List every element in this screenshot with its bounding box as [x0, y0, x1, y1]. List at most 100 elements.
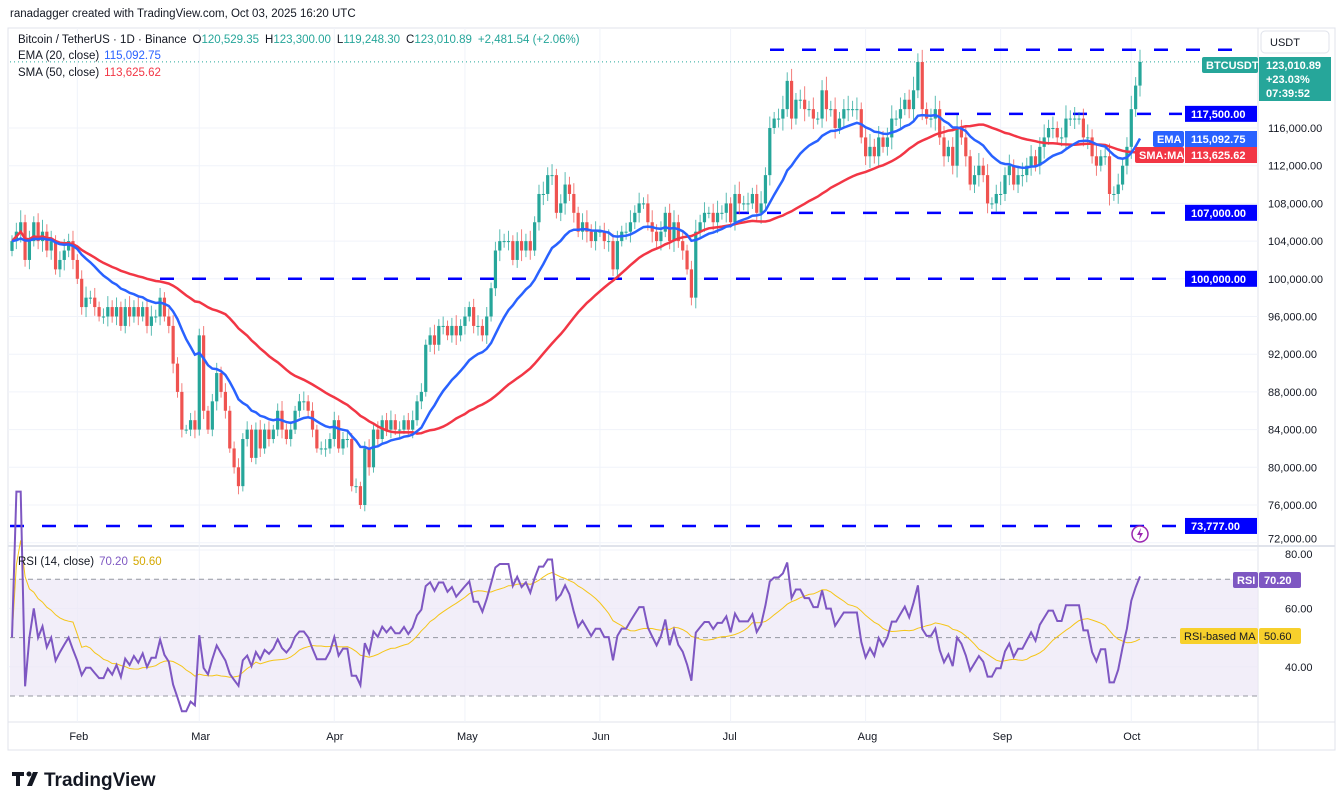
candle-body	[145, 307, 149, 326]
candle-body	[702, 212, 707, 223]
candle-body	[393, 420, 397, 430]
candle-body	[955, 128, 959, 166]
candle-body	[546, 175, 550, 194]
candle-body	[533, 222, 537, 251]
candle-body	[924, 109, 929, 119]
candle-body	[589, 231, 593, 242]
rsi-name-text: RSI	[1237, 575, 1255, 587]
symbol-tag	[1202, 57, 1258, 73]
candle-body	[837, 118, 842, 128]
level-tag	[1185, 517, 1257, 534]
currency-button[interactable]	[1260, 30, 1330, 54]
candle-body	[232, 448, 236, 468]
candle-body	[114, 307, 119, 317]
candle-body	[659, 231, 663, 242]
candle-body	[720, 212, 724, 214]
legend-symbol: Bitcoin / TetherUS · 1D · Binance O120,52…	[18, 34, 580, 46]
candle-body	[615, 241, 619, 270]
lightning-icon[interactable]	[1131, 525, 1149, 543]
candle-body	[228, 410, 232, 449]
price-tick: 104,000.00	[1268, 236, 1323, 248]
moving-averages	[11, 113, 1142, 451]
candle-body	[367, 448, 371, 468]
time-tick: Aug	[858, 731, 878, 743]
level-tag-text: 107,000.00	[1191, 208, 1246, 220]
rsi-tick: 60.00	[1285, 603, 1313, 615]
candle-body	[106, 307, 110, 317]
candle-body	[524, 241, 528, 251]
candle-body	[49, 241, 53, 251]
rsi-tick: 40.00	[1285, 662, 1313, 674]
candle-body	[302, 401, 306, 403]
time-tick: Mar	[191, 731, 210, 743]
candle-body	[219, 373, 223, 392]
legend-ema[interactable]: EMA (20, close) 115,092.75	[18, 50, 161, 62]
candle-body	[676, 222, 680, 242]
candle-body	[154, 316, 158, 318]
candle-body	[141, 307, 145, 317]
price-tick: 100,000.00	[1268, 274, 1323, 286]
candle-body	[1007, 165, 1011, 176]
legend-sma[interactable]: SMA (50, close) 113,625.62	[18, 67, 161, 79]
candle-body	[350, 439, 354, 487]
sma-value-text: 113,625.62	[1191, 150, 1245, 162]
candle-body	[598, 231, 602, 233]
candle-body	[472, 307, 476, 326]
level-tag	[1185, 204, 1257, 221]
rsi-band	[10, 578, 1258, 697]
price-axis[interactable]: 72,000.00 76,000.00 80,000.00 84,000.00 88,0…	[1268, 123, 1323, 674]
candle-body	[663, 212, 667, 232]
candle-body	[101, 316, 106, 318]
candle-body	[1051, 128, 1055, 129]
chart-frame	[7, 27, 1336, 751]
candle-body	[977, 165, 981, 176]
bar-countdown: 07:39:52	[1266, 88, 1310, 100]
candle-body	[88, 297, 92, 299]
price-tick: 84,000.00	[1268, 425, 1317, 437]
candle-body	[454, 325, 458, 336]
candle-body	[785, 80, 789, 110]
candle-body	[768, 128, 772, 176]
candle-body	[432, 335, 437, 345]
candle-body	[611, 241, 615, 270]
last-price-tag	[1259, 57, 1331, 101]
tradingview-logo[interactable]: TradingView	[12, 770, 156, 791]
candle-body	[458, 325, 463, 336]
candle-body	[985, 175, 990, 204]
time-axis[interactable]: Feb Mar Apr May Jun Jul Aug Sep Oct	[69, 731, 1140, 743]
candle-body	[537, 193, 541, 223]
candle-body	[123, 307, 127, 326]
candle-body	[424, 344, 428, 392]
candle-body	[567, 184, 572, 194]
candle-body	[990, 203, 994, 205]
candle-body	[972, 175, 977, 185]
candle-body	[628, 222, 633, 232]
candle-body	[1099, 156, 1103, 166]
symbol-tag-text: BTCUSDT	[1206, 60, 1259, 72]
candle-body	[323, 448, 328, 450]
candle-body	[1003, 175, 1007, 194]
candle-body	[258, 429, 262, 449]
time-tick: Jun	[592, 731, 610, 743]
tradingview-logo-icon	[12, 772, 24, 786]
candle-body	[53, 241, 58, 270]
candle-body	[511, 241, 515, 260]
candle-body	[803, 99, 807, 110]
candle-body	[202, 335, 206, 411]
time-tick: Apr	[326, 731, 343, 743]
candle-body	[27, 241, 32, 260]
candle-body	[293, 410, 297, 430]
candle-body	[550, 175, 554, 177]
last-change-pct: +23.03%	[1266, 74, 1310, 86]
legend-rsi[interactable]: RSI (14, close) 70.20 50.60	[18, 556, 162, 568]
candle-body	[406, 420, 410, 430]
candle-body	[188, 420, 193, 430]
candle-body	[1138, 61, 1142, 86]
candle-body	[1134, 85, 1138, 110]
ema-name-text: EMA	[1157, 134, 1182, 146]
candle-body	[707, 212, 711, 214]
candle-body	[633, 212, 637, 223]
rsi-line	[11, 490, 1141, 713]
rsi-ma-value-tag	[1259, 628, 1301, 644]
